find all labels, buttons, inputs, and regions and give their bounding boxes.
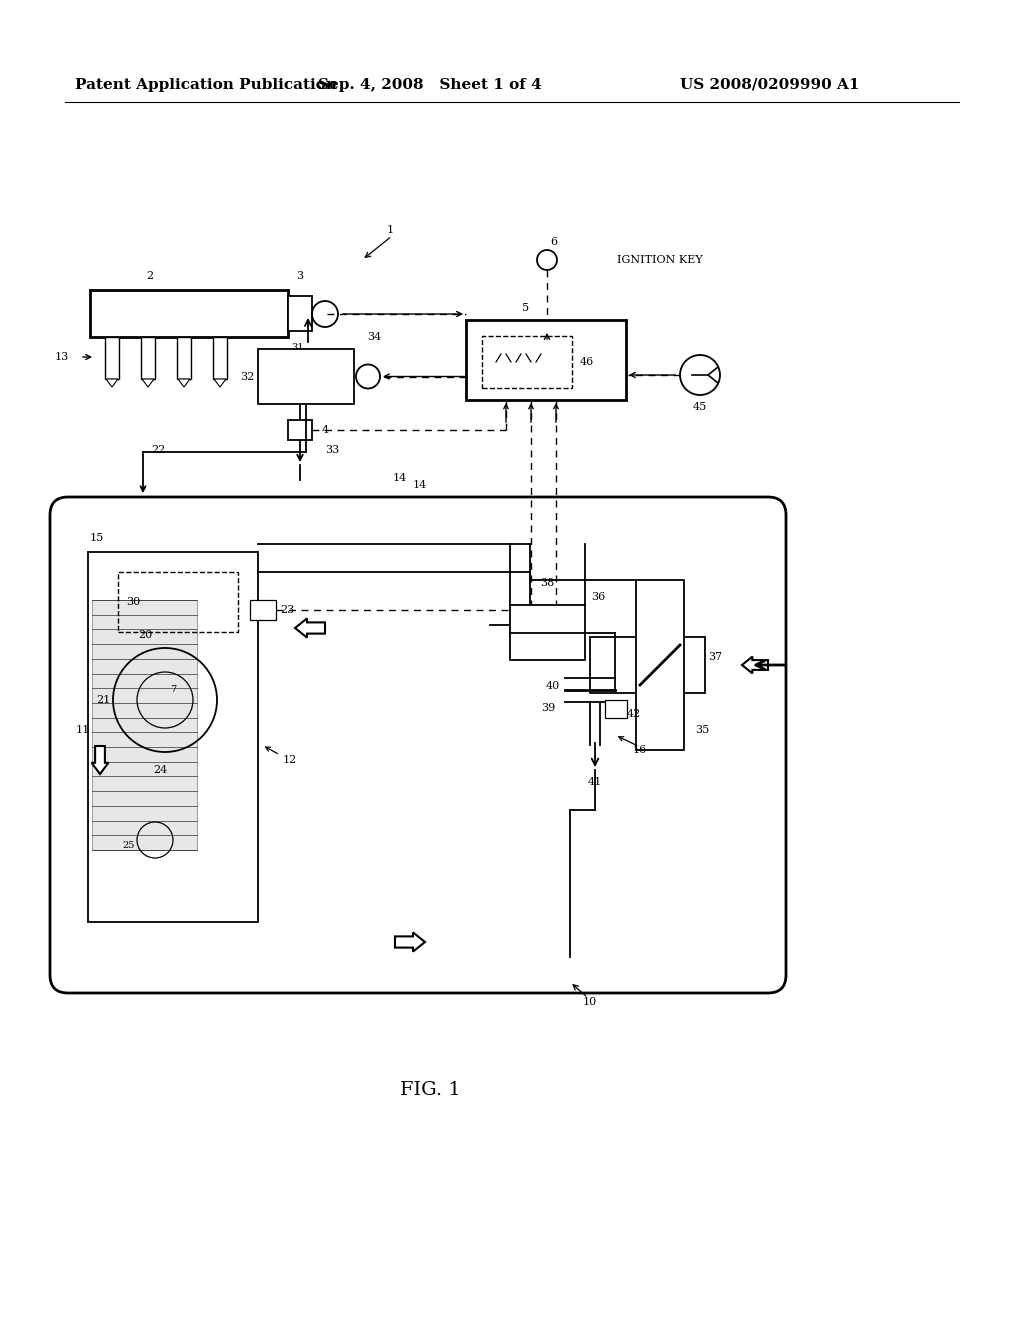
Text: 10: 10 <box>583 997 597 1007</box>
Bar <box>250 601 276 620</box>
Text: 30: 30 <box>126 597 140 607</box>
Bar <box>466 319 626 400</box>
Text: 20: 20 <box>138 630 153 640</box>
Text: 2: 2 <box>146 271 154 281</box>
Text: 46: 46 <box>580 356 594 367</box>
Text: 12: 12 <box>283 755 297 766</box>
Text: 7: 7 <box>170 685 176 694</box>
Text: 1: 1 <box>386 224 393 235</box>
Text: 33: 33 <box>325 445 339 455</box>
Text: 24: 24 <box>153 766 167 775</box>
Bar <box>510 605 585 660</box>
FancyBboxPatch shape <box>50 498 786 993</box>
Text: 14: 14 <box>393 473 408 483</box>
Bar <box>90 290 288 337</box>
Polygon shape <box>142 379 154 387</box>
Text: 45: 45 <box>693 403 708 412</box>
Text: 35: 35 <box>695 725 710 735</box>
Polygon shape <box>214 379 226 387</box>
Polygon shape <box>178 379 190 387</box>
Bar <box>258 348 354 404</box>
Text: 31: 31 <box>291 342 303 351</box>
Text: 5: 5 <box>522 304 529 313</box>
Text: 39: 39 <box>541 704 555 713</box>
Polygon shape <box>395 932 425 952</box>
Text: 40: 40 <box>546 681 560 690</box>
Text: 41: 41 <box>588 777 602 787</box>
Text: 34: 34 <box>367 333 381 342</box>
Bar <box>605 700 627 718</box>
Text: 14: 14 <box>413 480 427 490</box>
Bar <box>105 337 119 379</box>
Text: 15: 15 <box>90 533 104 543</box>
Bar <box>482 337 572 388</box>
Text: 6: 6 <box>551 238 557 247</box>
Text: 11: 11 <box>76 725 90 735</box>
Text: Sep. 4, 2008   Sheet 1 of 4: Sep. 4, 2008 Sheet 1 of 4 <box>318 78 542 92</box>
Text: FIG. 1: FIG. 1 <box>399 1081 461 1100</box>
Text: Patent Application Publication: Patent Application Publication <box>75 78 337 92</box>
Bar <box>288 420 312 440</box>
Polygon shape <box>295 618 325 638</box>
Text: 3: 3 <box>296 271 303 281</box>
Text: 42: 42 <box>627 709 641 719</box>
Bar <box>177 337 191 379</box>
Text: 16: 16 <box>633 744 647 755</box>
Text: 22: 22 <box>151 445 165 455</box>
Polygon shape <box>91 746 109 774</box>
Text: US 2008/0209990 A1: US 2008/0209990 A1 <box>680 78 859 92</box>
Bar <box>636 579 684 750</box>
Text: 36: 36 <box>591 591 605 602</box>
Polygon shape <box>742 656 768 673</box>
Bar <box>118 572 238 632</box>
Text: IGNITION KEY: IGNITION KEY <box>617 255 702 265</box>
Text: 38: 38 <box>541 578 555 587</box>
Bar <box>88 552 258 921</box>
Text: 37: 37 <box>708 652 722 663</box>
Bar <box>141 337 155 379</box>
Bar <box>213 337 227 379</box>
Text: 4: 4 <box>322 425 329 436</box>
Polygon shape <box>106 379 118 387</box>
Text: 21: 21 <box>96 696 111 705</box>
Text: 32: 32 <box>240 371 254 381</box>
Bar <box>590 638 705 693</box>
Text: 23: 23 <box>280 605 294 615</box>
Bar <box>92 601 197 850</box>
Bar <box>288 296 312 331</box>
Text: 25: 25 <box>123 841 135 850</box>
Text: 13: 13 <box>55 352 70 362</box>
